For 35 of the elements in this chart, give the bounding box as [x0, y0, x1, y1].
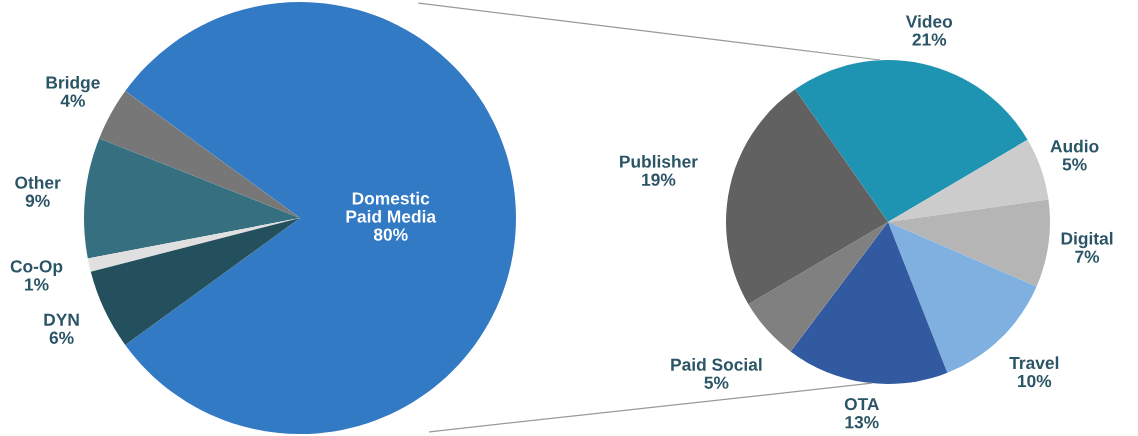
slice-label: Publisher — [620, 155, 698, 168]
data-label: 80% — [373, 228, 408, 241]
slice-label: Co-Op — [10, 260, 63, 276]
slice-label: Digital — [1061, 231, 1113, 249]
data-label: 7% — [1075, 250, 1100, 263]
slice-label: Paid Social — [671, 358, 762, 371]
slice-label: Other — [15, 176, 61, 189]
slice-label: Video — [905, 14, 953, 28]
data-label: 9% — [25, 194, 50, 207]
pie-slice — [726, 89, 888, 305]
data-label: 5% — [704, 376, 729, 389]
pie-slice — [790, 222, 948, 384]
slice-label: DYN — [44, 313, 79, 326]
slice-label: Audio — [1050, 139, 1099, 153]
slice-label: Travel — [1009, 356, 1059, 370]
pie-slice — [795, 60, 1028, 222]
data-label: 6% — [49, 331, 74, 344]
data-label: 19% — [642, 173, 676, 186]
pie-slice — [99, 91, 300, 218]
pie-slice — [84, 138, 300, 259]
pie-slice — [748, 222, 888, 352]
pie-slice — [90, 218, 300, 345]
pie-slice — [125, 2, 516, 434]
data-label: 5% — [1062, 158, 1087, 171]
data-label: 13% — [845, 416, 879, 429]
slice-label: OTA — [844, 397, 880, 411]
pie-slice — [87, 218, 300, 272]
data-label: 21% — [912, 33, 947, 46]
data-label: 10% — [1018, 374, 1052, 388]
slice-label: Domestic Paid Media — [346, 191, 437, 223]
slice-label: Bridge — [46, 75, 100, 93]
data-label: 1% — [25, 278, 49, 291]
pie-slice — [888, 139, 1049, 222]
data-label: 4% — [60, 94, 85, 107]
pie-slice — [888, 199, 1050, 287]
